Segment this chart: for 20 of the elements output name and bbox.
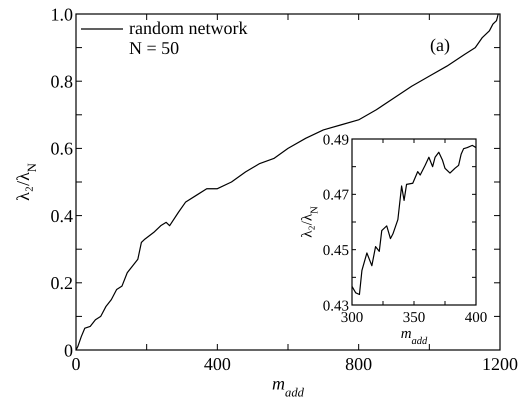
y-tick-label: 0.47: [322, 188, 350, 204]
y-tick-label: 0.4: [50, 206, 73, 226]
legend-label: random network: [129, 18, 248, 38]
y-tick-label: 0.8: [50, 72, 73, 92]
y-tick-label: 0.45: [322, 242, 349, 259]
y-tick-label: 0: [64, 340, 73, 360]
y-tick-label: 0.6: [50, 138, 73, 159]
annotation: N = 50: [129, 38, 180, 58]
x-tick-label: 1200: [482, 354, 518, 374]
annotation: (a): [430, 35, 450, 55]
y-tick-label: 0.2: [50, 273, 73, 294]
x-tick-label: 800: [345, 354, 372, 374]
x-axis-title: m$_{add}$: [400, 326, 428, 346]
x-tick-label: 300: [340, 310, 364, 326]
y-tick-label: 0.49: [322, 132, 349, 148]
y-tick-label: 1.0: [50, 4, 73, 24]
x-tick-label: 350: [402, 310, 426, 326]
x-tick-label: 400: [464, 310, 488, 326]
x-axis-title: m$_{add}$: [272, 374, 305, 400]
x-tick-label: 400: [204, 354, 231, 374]
